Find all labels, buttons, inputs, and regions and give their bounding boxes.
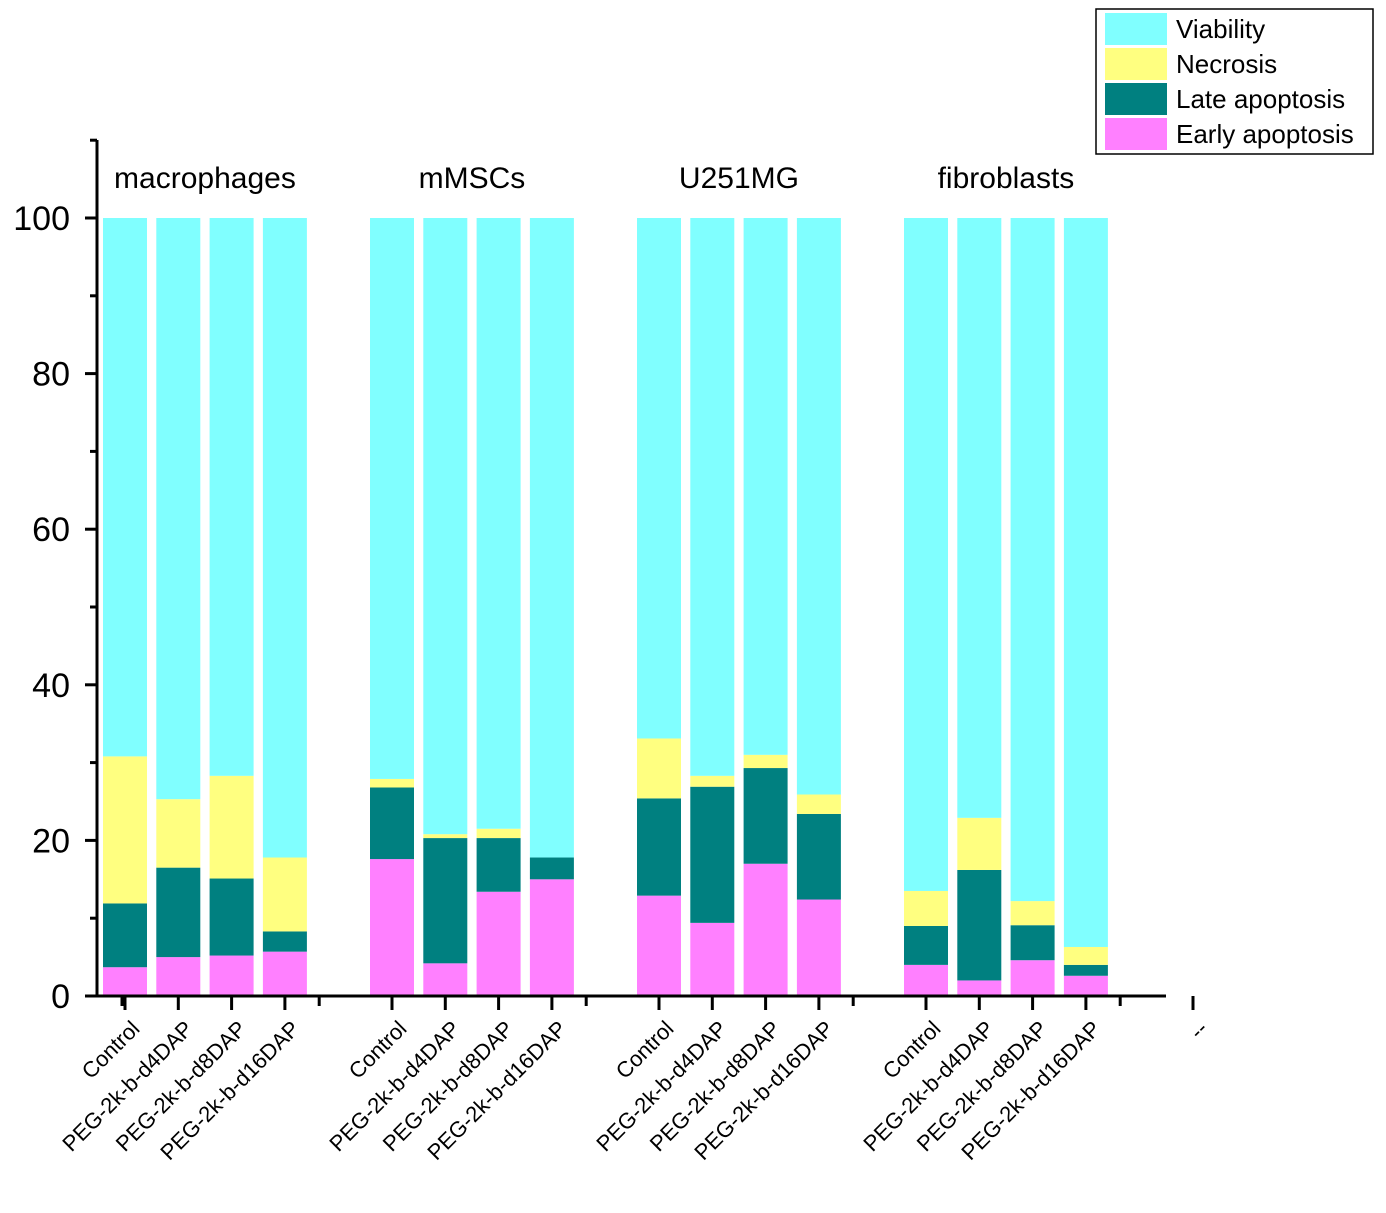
bar-segment-late-fibroblasts-1: [957, 869, 1002, 981]
bar-segment-viability-mMSCs-3: [529, 218, 574, 858]
legend-label-viability: Viability: [1176, 14, 1265, 44]
y-tick-label: 60: [32, 511, 70, 549]
bar-segment-viability-mMSCs-1: [423, 218, 468, 835]
y-tick-label: 0: [51, 978, 70, 1016]
bar-segment-viability-U251MG-3: [796, 218, 841, 795]
bar-segment-necrosis-fibroblasts-0: [904, 890, 948, 926]
bar-segment-late-mMSCs-0: [370, 787, 414, 860]
bar-segment-necrosis-macrophages-1: [156, 799, 201, 868]
bar-segment-late-U251MG-2: [743, 768, 788, 864]
bar-segment-necrosis-fibroblasts-3: [1063, 946, 1108, 965]
bar-segment-early-mMSCs-0: [370, 859, 414, 996]
bar-segment-early-U251MG-3: [796, 899, 841, 996]
bar-segment-viability-U251MG-1: [690, 218, 735, 776]
bar-segment-early-U251MG-0: [637, 895, 681, 996]
bar-segment-late-macrophages-0: [103, 903, 147, 968]
bar-segment-late-mMSCs-2: [476, 838, 521, 892]
bar-segment-necrosis-mMSCs-1: [423, 834, 468, 839]
legend-label-late: Late apoptosis: [1176, 84, 1345, 114]
bar-segment-late-macrophages-3: [262, 931, 307, 952]
bar-segment-necrosis-fibroblasts-2: [1010, 901, 1055, 926]
bar-segment-late-macrophages-2: [209, 878, 254, 956]
bar-segment-late-macrophages-1: [156, 867, 201, 958]
bar-segment-viability-fibroblasts-3: [1063, 218, 1108, 947]
bar-segment-early-U251MG-1: [690, 922, 735, 996]
y-tick-label: 20: [32, 822, 70, 860]
bar-segment-necrosis-fibroblasts-1: [957, 817, 1002, 870]
bar-segment-viability-mMSCs-2: [476, 218, 521, 829]
bar-segment-early-mMSCs-3: [529, 879, 574, 996]
group-label-U251MG: U251MG: [679, 162, 799, 195]
bar-segment-early-macrophages-3: [262, 951, 307, 996]
legend-label-necrosis: Necrosis: [1176, 49, 1277, 79]
bar-segment-viability-macrophages-1: [156, 218, 201, 800]
bar-segment-viability-fibroblasts-2: [1010, 218, 1055, 902]
bar-segment-viability-mMSCs-0: [370, 218, 414, 779]
bar-segment-late-fibroblasts-0: [904, 925, 948, 965]
legend-label-early: Early apoptosis: [1176, 119, 1354, 149]
y-tick-label: 80: [32, 356, 70, 394]
bar-segment-late-U251MG-0: [637, 798, 681, 896]
legend-swatch-late: [1105, 83, 1167, 115]
bar-segment-viability-macrophages-0: [103, 218, 147, 757]
bar-segment-necrosis-mMSCs-0: [370, 778, 414, 788]
bar-segment-necrosis-U251MG-1: [690, 775, 735, 787]
bar-segment-late-U251MG-3: [796, 813, 841, 900]
bar-segment-viability-macrophages-3: [262, 218, 307, 858]
bar-segment-early-macrophages-0: [103, 967, 147, 996]
bar-segment-necrosis-U251MG-3: [796, 794, 841, 814]
bar-segment-early-fibroblasts-3: [1063, 975, 1108, 996]
bar-segment-early-mMSCs-1: [423, 963, 468, 996]
legend-swatch-necrosis: [1105, 48, 1167, 80]
bar-segment-necrosis-U251MG-2: [743, 754, 788, 769]
bar-segment-early-fibroblasts-1: [957, 980, 1002, 996]
bar-segment-early-fibroblasts-0: [904, 964, 948, 996]
group-label-macrophages: macrophages: [114, 162, 296, 195]
bar-segment-late-fibroblasts-2: [1010, 925, 1055, 961]
legend-swatch-early: [1105, 118, 1167, 150]
bar-segment-necrosis-macrophages-2: [209, 775, 254, 879]
legend-swatch-viability: [1105, 13, 1167, 45]
bar-segment-late-mMSCs-3: [529, 857, 574, 880]
bar-segment-early-macrophages-1: [156, 957, 201, 996]
y-tick-label: 40: [32, 667, 70, 705]
bar-segment-early-U251MG-2: [743, 863, 788, 996]
bar-segment-necrosis-mMSCs-2: [476, 828, 521, 839]
group-label-fibroblasts: fibroblasts: [938, 162, 1075, 195]
bar-segment-early-mMSCs-2: [476, 891, 521, 996]
bar-segment-viability-macrophages-2: [209, 218, 254, 776]
bar-segment-viability-fibroblasts-1: [957, 218, 1002, 818]
group-label-mMSCs: mMSCs: [419, 162, 526, 195]
bar-segment-necrosis-macrophages-3: [262, 857, 307, 932]
bar-segment-late-fibroblasts-3: [1063, 964, 1108, 976]
bar-segment-viability-U251MG-2: [743, 218, 788, 755]
bar-segment-early-fibroblasts-2: [1010, 960, 1055, 996]
bar-segment-early-macrophages-2: [209, 955, 254, 996]
bar-segment-late-mMSCs-1: [423, 838, 468, 964]
y-tick-label: 100: [13, 200, 70, 238]
bar-segment-necrosis-macrophages-0: [103, 756, 147, 904]
bar-segment-late-U251MG-1: [690, 786, 735, 923]
bar-segment-viability-fibroblasts-0: [904, 218, 948, 891]
bar-segment-viability-U251MG-0: [637, 218, 681, 739]
bar-segment-necrosis-U251MG-0: [637, 738, 681, 799]
x-tick-label-trailing: --: [1184, 1016, 1212, 1044]
